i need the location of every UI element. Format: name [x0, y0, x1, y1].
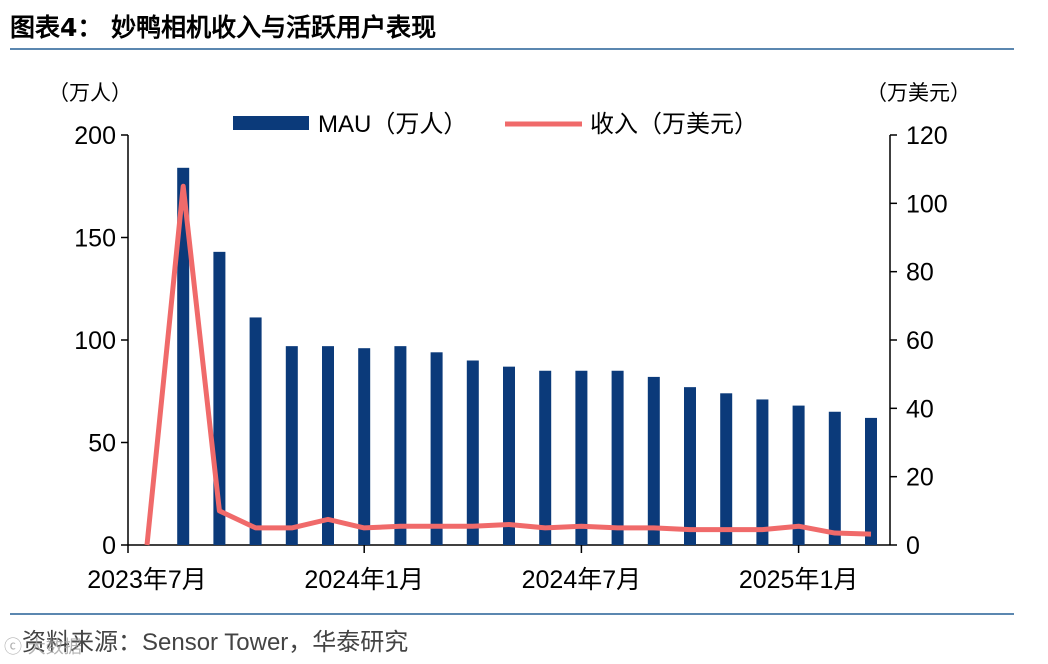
legend-label-mau: MAU（万人） — [318, 111, 467, 138]
bar-mau — [466, 360, 479, 545]
legend: MAU（万人） 收入（万美元） — [233, 111, 758, 138]
right-tick-label: 120 — [906, 122, 948, 150]
bar-mau — [177, 167, 190, 546]
bar-mau — [720, 393, 733, 545]
x-tick-label: 2024年1月 — [304, 566, 424, 594]
watermark: ⓒ 大数据 — [4, 637, 82, 658]
right-tick-label: 20 — [906, 464, 934, 492]
chart-title: 图表4： 妙鸭相机收入与活跃用户表现 — [10, 13, 437, 42]
bar-mau — [249, 317, 262, 545]
bar-mau — [865, 417, 877, 545]
right-tick-label: 80 — [906, 259, 934, 287]
bar-mau — [503, 366, 515, 545]
right-tick-label: 60 — [906, 327, 934, 355]
left-tick-label: 50 — [88, 430, 116, 458]
bar-mau — [647, 376, 660, 545]
left-tick-label: 200 — [74, 122, 116, 150]
line-revenue — [144, 183, 872, 546]
bar-mau — [756, 399, 769, 545]
left-axis-unit: （万人） — [48, 81, 132, 105]
x-tick-label: 2023年7月 — [87, 566, 207, 594]
bar-mau — [394, 346, 407, 545]
legend-bar-swatch — [233, 116, 309, 130]
bar-mau — [611, 370, 624, 545]
x-tick-label: 2025年1月 — [739, 566, 859, 594]
right-axis-unit: （万美元） — [866, 81, 971, 105]
right-tick-label: 0 — [906, 532, 920, 560]
left-tick-label: 0 — [102, 532, 116, 560]
bar-mau — [828, 411, 841, 545]
right-tick-label: 100 — [906, 190, 948, 218]
x-tick-label: 2024年7月 — [522, 566, 642, 594]
source-note: 资料来源：Sensor Tower，华泰研究 — [22, 629, 409, 656]
bar-mau — [322, 346, 334, 545]
bar-mau — [430, 352, 443, 545]
bar-mau — [684, 387, 696, 545]
legend-label-revenue: 收入（万美元） — [590, 111, 758, 138]
bar-mau — [539, 370, 552, 545]
top-rule — [10, 48, 1014, 50]
bar-mau — [575, 370, 588, 545]
bar-mau — [792, 405, 805, 545]
bar-mau — [285, 346, 298, 545]
bar-mau — [358, 348, 371, 545]
left-tick-label: 150 — [74, 225, 116, 253]
bottom-rule — [10, 613, 1014, 615]
right-tick-label: 40 — [906, 395, 934, 423]
left-tick-label: 100 — [74, 327, 116, 355]
